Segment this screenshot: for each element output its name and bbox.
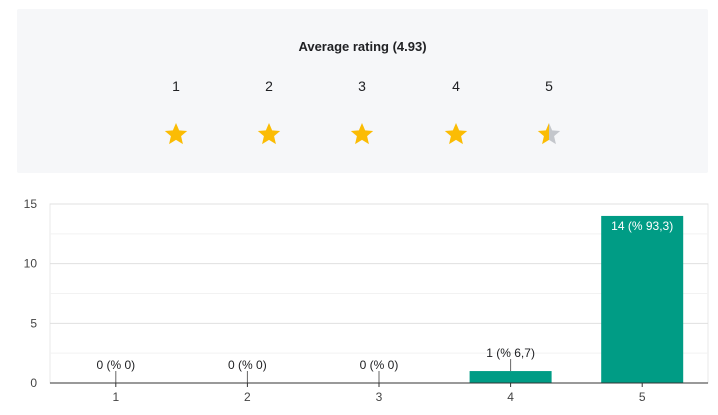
star-number-1: 1 — [172, 78, 180, 94]
y-tick-label: 5 — [30, 316, 37, 330]
star-column-5: 5 — [529, 77, 569, 147]
star-column-1: 1 — [156, 77, 196, 147]
star-number-5: 5 — [545, 78, 553, 94]
x-tick-label-3: 3 — [376, 390, 383, 404]
data-label-5: 14 (% 93,3) — [611, 219, 673, 233]
star-icon — [164, 122, 188, 145]
star-column-2: 2 — [249, 77, 289, 147]
data-label-4: 1 (% 6,7) — [486, 346, 535, 360]
star-icon — [257, 122, 281, 145]
data-label-1: 0 (% 0) — [96, 358, 135, 372]
star-number-3: 3 — [358, 78, 366, 94]
y-tick-label: 10 — [24, 257, 38, 271]
bar-4 — [469, 371, 552, 383]
rating-distribution-chart: 0 5 10 15 0 (% 0) 1 0 (% 0) 2 0 (% 0) 3 1 (% 6,7) 4… — [24, 197, 709, 404]
x-tick-label-5: 5 — [639, 390, 646, 404]
x-tick-label-1: 1 — [112, 390, 119, 404]
star-number-2: 2 — [265, 78, 273, 94]
star-icon — [537, 122, 561, 145]
data-label-3: 0 (% 0) — [360, 358, 399, 372]
star-icon — [444, 122, 468, 145]
bar-5 — [601, 215, 684, 383]
star-column-3: 3 — [342, 77, 382, 147]
average-rating-title: Average rating (4.93) — [298, 39, 427, 54]
average-rating-card: Average rating (4.93) 1 2 3 4 5 — [17, 9, 708, 173]
data-label-2: 0 (% 0) — [228, 358, 267, 372]
y-tick-label: 0 — [30, 376, 37, 390]
y-tick-label: 15 — [24, 197, 38, 211]
star-icon — [350, 122, 374, 145]
x-tick-label-2: 2 — [244, 390, 251, 404]
star-column-4: 4 — [436, 77, 476, 147]
star-number-4: 4 — [452, 78, 460, 94]
x-tick-label-4: 4 — [507, 390, 514, 404]
